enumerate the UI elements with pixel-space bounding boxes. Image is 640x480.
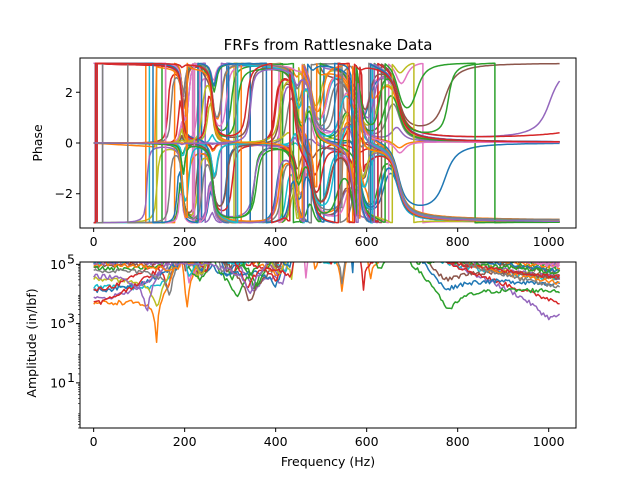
amplitude-y-axis-label: Amplitude (in/lbf) bbox=[24, 288, 39, 397]
phase-y-tick-label: −2 bbox=[55, 186, 73, 201]
amplitude-y-tick-label: 10 bbox=[50, 316, 66, 331]
phase-y-ticks: −2 0 2 bbox=[55, 85, 80, 201]
phase-x-tick-label: 400 bbox=[264, 234, 288, 249]
phase-series-group bbox=[93, 62, 561, 224]
phase-x-ticks: 0 200 400 600 800 1000 bbox=[90, 228, 565, 249]
phase-y-tick-label: 2 bbox=[65, 85, 73, 100]
amplitude-x-tick-label: 200 bbox=[173, 434, 197, 449]
phase-axes: 0 200 400 600 800 1000 −2 0 2 Phase bbox=[30, 57, 577, 249]
chart-title: FRFs from Rattlesnake Data bbox=[224, 36, 433, 54]
amplitude-y-tick-exponent: 3 bbox=[67, 311, 75, 326]
amplitude-y-tick-label: 10 bbox=[50, 257, 66, 272]
amplitude-y-tick-label: 10 bbox=[50, 375, 66, 390]
amplitude-series-line bbox=[93, 262, 268, 295]
amplitude-series-line bbox=[93, 262, 560, 344]
amplitude-series-group bbox=[93, 262, 561, 344]
amplitude-series-line bbox=[93, 262, 561, 291]
phase-series-line bbox=[93, 62, 560, 224]
amplitude-x-axis-label: Frequency (Hz) bbox=[281, 454, 375, 469]
amplitude-x-tick-label: 600 bbox=[355, 434, 379, 449]
amplitude-series-line bbox=[242, 262, 560, 310]
phase-series-line bbox=[93, 62, 560, 224]
amplitude-x-tick-label: 0 bbox=[90, 434, 98, 449]
amplitude-series-line bbox=[93, 262, 561, 305]
amplitude-x-tick-label: 800 bbox=[446, 434, 470, 449]
amplitude-x-tick-label: 400 bbox=[264, 434, 288, 449]
phase-y-tick-label: 0 bbox=[65, 136, 73, 151]
amplitude-series-line bbox=[93, 262, 557, 272]
phase-series-line bbox=[93, 62, 560, 224]
phase-x-tick-label: 600 bbox=[355, 234, 379, 249]
amplitude-x-tick-label: 1000 bbox=[533, 434, 565, 449]
phase-series-line bbox=[93, 62, 560, 224]
phase-x-tick-label: 1000 bbox=[533, 234, 565, 249]
phase-series-line bbox=[93, 68, 560, 223]
amplitude-series-line bbox=[93, 262, 561, 298]
amplitude-axes-frame bbox=[79, 261, 577, 429]
amplitude-x-ticks: 0 200 400 600 800 1000 bbox=[90, 428, 565, 449]
phase-x-tick-label: 800 bbox=[446, 234, 470, 249]
amplitude-series-line bbox=[191, 262, 560, 282]
phase-y-axis-label: Phase bbox=[30, 124, 45, 162]
amplitude-series-line bbox=[93, 262, 560, 305]
phase-x-tick-label: 0 bbox=[90, 234, 98, 249]
amplitude-y-tick-exponent: 1 bbox=[67, 370, 75, 385]
phase-series-line bbox=[93, 62, 560, 224]
amplitude-series-line bbox=[93, 262, 561, 296]
phase-x-tick-label: 200 bbox=[173, 234, 197, 249]
amplitude-y-tick-exponent: 5 bbox=[67, 251, 75, 266]
amplitude-series-line bbox=[240, 262, 561, 290]
